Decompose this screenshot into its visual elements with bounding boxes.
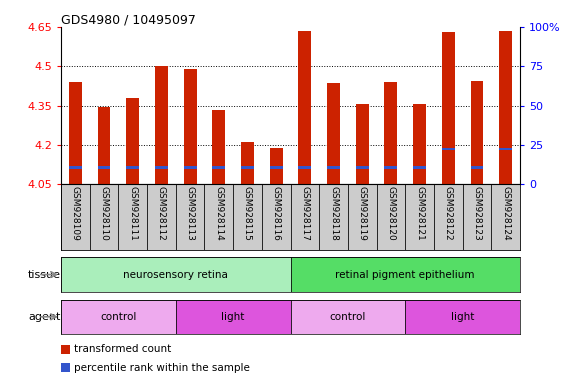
Text: GDS4980 / 10495097: GDS4980 / 10495097 [61, 13, 196, 26]
Bar [155, 66, 168, 184]
Bar [290, 300, 406, 334]
Text: retinal pigment epithelium: retinal pigment epithelium [335, 270, 475, 280]
Bar [155, 166, 168, 169]
Text: GSM928112: GSM928112 [157, 186, 166, 241]
Bar [406, 184, 434, 250]
Bar [241, 166, 254, 169]
Text: GSM928116: GSM928116 [272, 186, 281, 241]
Bar [241, 142, 254, 184]
Text: GSM928120: GSM928120 [386, 186, 396, 241]
Bar [212, 166, 225, 169]
Bar [98, 107, 110, 184]
Bar [89, 184, 119, 250]
Text: control: control [329, 312, 366, 322]
Bar [385, 166, 397, 169]
Bar [442, 147, 455, 150]
Bar [175, 184, 205, 250]
Text: light: light [221, 312, 245, 322]
Bar [356, 104, 369, 184]
Text: neurosensory retina: neurosensory retina [123, 270, 228, 280]
Bar [385, 82, 397, 184]
Bar [212, 109, 225, 184]
Text: GSM928115: GSM928115 [243, 186, 252, 241]
Text: GSM928114: GSM928114 [214, 186, 223, 241]
Bar [290, 257, 520, 292]
Bar [270, 166, 282, 169]
Text: GSM928110: GSM928110 [99, 186, 109, 241]
Text: GSM928113: GSM928113 [185, 186, 195, 241]
Text: GSM928121: GSM928121 [415, 186, 424, 241]
Bar [492, 184, 520, 250]
Text: control: control [100, 312, 137, 322]
Bar [61, 184, 89, 250]
Bar [499, 147, 512, 150]
Bar [299, 31, 311, 184]
Text: GSM928119: GSM928119 [358, 186, 367, 241]
Text: tissue: tissue [28, 270, 61, 280]
Bar [499, 31, 512, 184]
Bar [471, 81, 483, 184]
Bar [319, 184, 348, 250]
Text: GSM928109: GSM928109 [71, 186, 80, 241]
Bar [348, 184, 376, 250]
Bar [126, 98, 139, 184]
Text: agent: agent [28, 312, 61, 322]
Bar [327, 166, 340, 169]
Text: GSM928111: GSM928111 [128, 186, 137, 241]
Bar [69, 166, 82, 169]
Bar [233, 184, 262, 250]
Bar [61, 300, 175, 334]
Bar [61, 257, 290, 292]
Bar [119, 184, 147, 250]
Bar [262, 184, 290, 250]
Bar [462, 184, 492, 250]
Bar [434, 184, 462, 250]
Bar [413, 166, 426, 169]
Text: GSM928122: GSM928122 [444, 186, 453, 241]
Bar [98, 166, 110, 169]
Bar [184, 69, 196, 184]
Bar [69, 82, 82, 184]
Text: GSM928123: GSM928123 [472, 186, 482, 241]
Bar [413, 104, 426, 184]
Bar [327, 83, 340, 184]
Bar [126, 166, 139, 169]
Bar [442, 32, 455, 184]
Text: percentile rank within the sample: percentile rank within the sample [74, 363, 250, 373]
Text: GSM928117: GSM928117 [300, 186, 309, 241]
Bar [299, 166, 311, 169]
Bar [290, 184, 319, 250]
Bar [205, 184, 233, 250]
Text: GSM928124: GSM928124 [501, 186, 510, 241]
Bar [270, 147, 282, 184]
Bar [406, 300, 520, 334]
Text: transformed count: transformed count [74, 344, 171, 354]
Bar [175, 300, 290, 334]
Bar [356, 166, 369, 169]
Bar [471, 166, 483, 169]
Text: GSM928118: GSM928118 [329, 186, 338, 241]
Text: light: light [451, 312, 474, 322]
Bar [147, 184, 175, 250]
Bar [184, 166, 196, 169]
Bar [376, 184, 406, 250]
